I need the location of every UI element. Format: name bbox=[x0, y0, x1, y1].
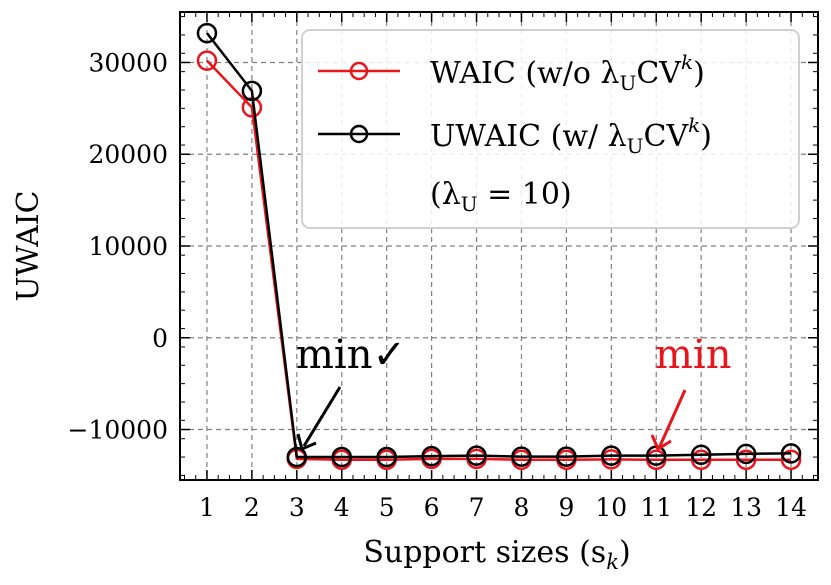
data-point bbox=[735, 443, 757, 465]
x-tick-label: 1 bbox=[199, 493, 215, 522]
x-tick-label: 5 bbox=[379, 493, 395, 522]
data-point bbox=[241, 80, 263, 102]
legend-label-uwaic: UWAIC (w/ λUCVk) bbox=[430, 113, 712, 158]
legend-box bbox=[301, 29, 800, 229]
annotation-arrow-red bbox=[658, 389, 687, 447]
x-tick-label: 3 bbox=[289, 493, 305, 522]
data-point bbox=[556, 446, 577, 467]
data-point bbox=[196, 50, 218, 71]
data-point bbox=[286, 446, 308, 468]
data-point bbox=[421, 445, 442, 467]
legend: WAIC (w/o λUCVk) UWAIC (w/ λUCVk) (λU = … bbox=[301, 29, 800, 229]
x-tick-label: 14 bbox=[775, 493, 807, 522]
x-tick-label: 9 bbox=[558, 493, 574, 522]
y-tick-label: 30000 bbox=[88, 48, 168, 77]
y-axis-title: UWAIC bbox=[11, 190, 46, 301]
legend-entry-uwaic: UWAIC (w/ λUCVk) bbox=[318, 113, 712, 158]
data-point bbox=[376, 446, 397, 468]
x-tick-label: 7 bbox=[469, 493, 485, 522]
legend-marker-uwaic bbox=[349, 124, 369, 144]
data-point bbox=[466, 445, 487, 466]
annotation-arrowhead-red bbox=[650, 434, 672, 452]
data-point bbox=[780, 449, 802, 471]
data-point bbox=[780, 443, 802, 464]
x-tick-label: 10 bbox=[595, 493, 627, 522]
data-point bbox=[196, 22, 218, 44]
y-tick-label: −10000 bbox=[68, 416, 168, 445]
y-tick-label: 0 bbox=[152, 324, 168, 353]
x-tick-label: 11 bbox=[640, 493, 672, 522]
x-tick-label: 8 bbox=[514, 493, 530, 522]
y-tick-label: 20000 bbox=[88, 140, 168, 169]
legend-entry-waic: WAIC (w/o λUCVk) bbox=[318, 50, 705, 95]
series-line-1 bbox=[205, 32, 792, 459]
ticks bbox=[180, 12, 818, 480]
tick-labels: 1 2 3 4 5 6 7 8 9 10 11 12 13 143000020000100000−1000… bbox=[68, 48, 807, 522]
annotation-arrowhead-black bbox=[296, 433, 317, 452]
legend-lambda-note: (λU = 10) bbox=[430, 177, 572, 216]
series-1 bbox=[196, 22, 802, 468]
legend-marker-waic bbox=[349, 61, 369, 81]
series-layer bbox=[196, 22, 802, 471]
annotation-min-check: min✓ bbox=[296, 332, 406, 378]
x-tick-label: 6 bbox=[424, 493, 440, 522]
x-tick-label: 2 bbox=[244, 493, 260, 522]
x-tick-label: 13 bbox=[730, 493, 762, 522]
legend-label-waic: WAIC (w/o λUCVk) bbox=[430, 50, 705, 95]
annotation-arrow-black bbox=[302, 386, 342, 447]
data-point bbox=[601, 445, 622, 466]
x-tick-label: 4 bbox=[334, 493, 350, 522]
x-axis-title: Support sizes (sk) bbox=[363, 535, 630, 574]
data-point bbox=[735, 449, 757, 471]
data-point bbox=[690, 449, 712, 471]
data-point bbox=[690, 444, 712, 466]
data-point bbox=[511, 446, 532, 467]
x-tick-label: 12 bbox=[685, 493, 717, 522]
data-point bbox=[331, 446, 352, 468]
y-tick-label: 10000 bbox=[88, 232, 168, 261]
annotation-min: min bbox=[655, 332, 731, 378]
annotations: min✓ min bbox=[296, 332, 731, 452]
